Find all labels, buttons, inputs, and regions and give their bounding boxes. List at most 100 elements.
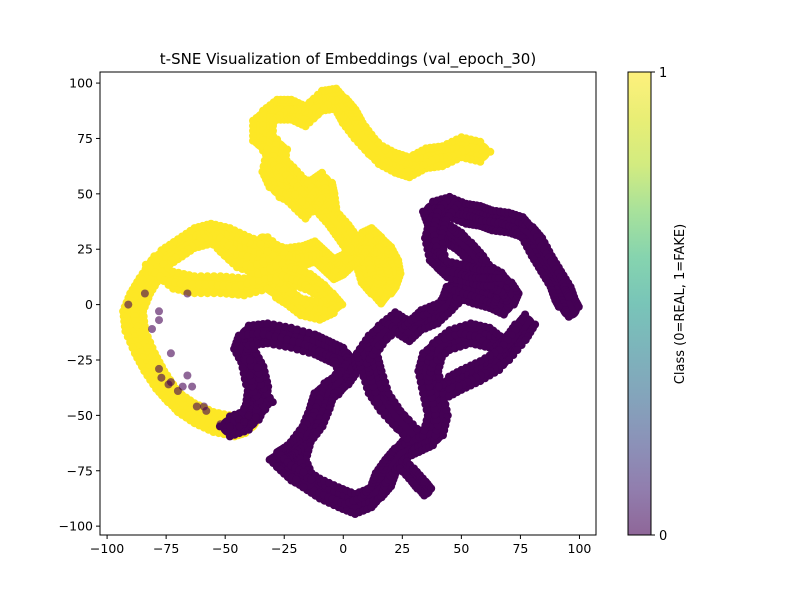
scatter-point (222, 289, 231, 298)
x-tick-label: −100 (90, 541, 124, 556)
scatter-point (244, 411, 253, 420)
x-tick-label: 0 (339, 541, 347, 556)
scatter-point (271, 332, 280, 341)
scatter-point (297, 197, 306, 206)
scatter-point (420, 477, 429, 486)
scatter-point (445, 392, 453, 401)
scatter-point (216, 420, 225, 429)
scatter-point (140, 289, 149, 298)
scatter-point (494, 274, 503, 282)
scatter-point (202, 406, 211, 415)
scatter-point (486, 266, 495, 274)
scatter-point (166, 378, 175, 387)
x-tick-label: −75 (153, 541, 179, 556)
scatter-point (246, 356, 254, 365)
scatter-point (247, 420, 256, 429)
scatter-point (275, 341, 284, 350)
scatter-point (219, 281, 228, 290)
scatter-point (263, 339, 272, 348)
scatter-point (251, 413, 260, 422)
real-cluster (238, 354, 277, 414)
scatter-point (478, 274, 487, 282)
real-cluster (265, 434, 316, 492)
scatter-point (269, 340, 278, 349)
scatter-point (182, 280, 190, 289)
scatter-point (155, 364, 163, 373)
y-tick-label: −25 (67, 352, 93, 367)
scatter-point (435, 382, 443, 391)
scatter-point (188, 280, 197, 289)
scatter-point (270, 240, 279, 249)
scatter-point (263, 247, 272, 256)
scatter-point (222, 272, 231, 281)
scatter-point (124, 300, 133, 309)
colorbar: 1 0 Class (0=REAL, 1=FAKE) (627, 66, 688, 544)
plot-frame (99, 71, 597, 536)
scatter-point (574, 302, 583, 311)
fake-cluster (209, 233, 293, 278)
scatter-point (254, 269, 263, 278)
scatter-point (445, 372, 453, 381)
scatter-point (272, 276, 280, 285)
scatter-point (216, 272, 225, 281)
y-tick-label: 50 (77, 186, 93, 201)
scatter-point (246, 371, 254, 380)
x-tick-label: 100 (568, 541, 592, 556)
scatter-point (486, 282, 495, 290)
scatter-point (256, 240, 265, 249)
scatter-point (183, 289, 192, 298)
scatter-point (420, 491, 429, 500)
scatter-point (413, 484, 422, 493)
scatter-point (290, 204, 299, 213)
scatter-point (234, 290, 243, 299)
scatter-point (190, 289, 199, 298)
colorbar-tick-label-top: 1 (659, 66, 667, 81)
scatter-point (307, 475, 316, 484)
scatter-point (247, 262, 256, 271)
x-tick-label: 50 (453, 541, 469, 556)
x-tick-label: −25 (271, 541, 297, 556)
scatter-point (234, 273, 243, 282)
y-tick-label: 100 (69, 76, 93, 91)
real-outlier-points (124, 289, 260, 431)
real-cluster (352, 193, 583, 443)
scatter-point (155, 316, 163, 325)
scatter-point (253, 329, 262, 338)
scatter-point (201, 280, 210, 289)
scatter-point (188, 382, 197, 391)
fake-cluster (141, 252, 347, 324)
scatter-point (197, 272, 205, 281)
colorbar-frame (627, 71, 652, 536)
chart-title: t-SNE Visualization of Embeddings (val_e… (160, 50, 536, 69)
scatter-point (210, 272, 218, 281)
scatter-point (263, 233, 272, 242)
scatter-point (238, 363, 247, 372)
scatter-point (290, 190, 299, 199)
scatter-point (225, 422, 234, 431)
cluster-band (400, 461, 433, 498)
scatter-point (564, 292, 573, 301)
scatter-point (292, 475, 301, 484)
scatter-point (299, 483, 308, 492)
scatter-point (166, 349, 175, 358)
plot-area (119, 84, 583, 518)
scatter-point (564, 312, 573, 321)
y-tick-label: 25 (77, 242, 93, 257)
fake-cluster (275, 156, 326, 223)
y-tick-label: −50 (67, 408, 93, 423)
scatter-point (554, 302, 563, 311)
x-tick-label: −50 (212, 541, 238, 556)
real-cluster (215, 310, 540, 518)
scatter-point (183, 371, 192, 380)
scatter-point (427, 484, 436, 493)
scatter-point (275, 321, 284, 330)
colorbar-gradient (628, 72, 651, 535)
scatter-point (253, 363, 262, 372)
scatter-point (228, 290, 237, 299)
scatter-point (240, 418, 249, 426)
scatter-point (269, 320, 278, 329)
x-tick-label: 25 (394, 541, 410, 556)
colorbar-tick-label-bottom: 0 (659, 529, 667, 544)
scatter-point (259, 330, 268, 339)
